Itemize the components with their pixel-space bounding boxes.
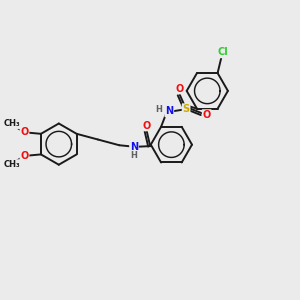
Text: N: N <box>130 142 138 152</box>
Text: H: H <box>130 151 137 160</box>
Text: S: S <box>182 104 190 114</box>
Text: H: H <box>155 105 162 114</box>
Text: O: O <box>142 121 151 130</box>
Text: N: N <box>165 106 173 116</box>
Text: CH₃: CH₃ <box>4 160 21 169</box>
Text: O: O <box>20 127 28 137</box>
Text: O: O <box>176 83 184 94</box>
Text: Cl: Cl <box>217 47 228 57</box>
Text: O: O <box>202 110 211 120</box>
Text: O: O <box>20 151 28 161</box>
Text: CH₃: CH₃ <box>4 119 21 128</box>
